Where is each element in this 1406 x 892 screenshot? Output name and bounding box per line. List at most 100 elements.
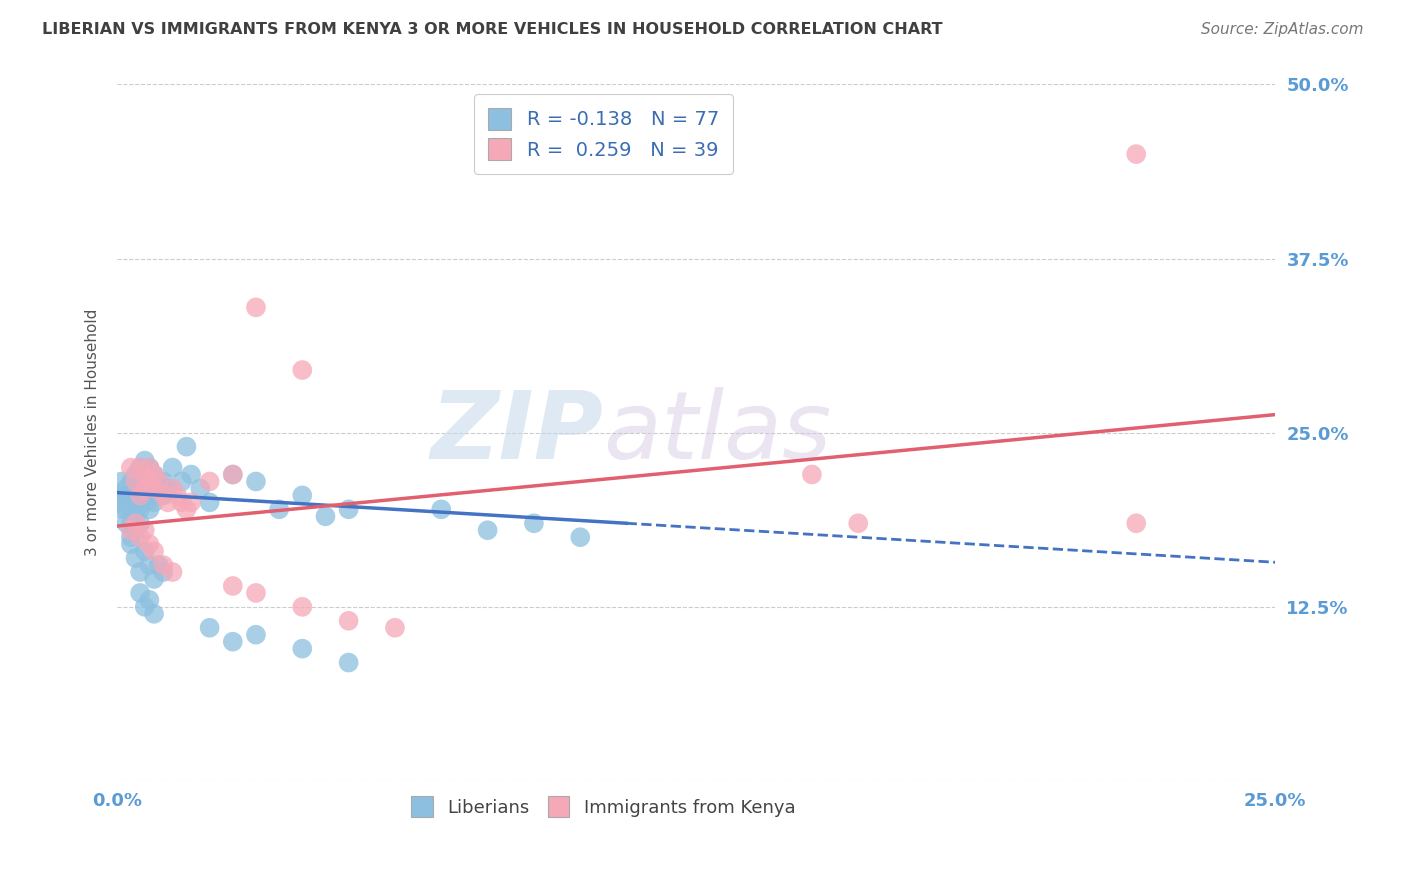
Point [134, 482, 156, 496]
Point [124, 495, 146, 509]
Point [222, 579, 245, 593]
Point [143, 607, 166, 621]
Point [138, 593, 160, 607]
Point [120, 523, 142, 537]
Text: ZIP: ZIP [430, 387, 603, 479]
Point [180, 467, 202, 482]
Point [156, 482, 179, 496]
Point [124, 475, 146, 489]
Point [170, 495, 193, 509]
Point [120, 488, 142, 502]
Point [152, 475, 174, 489]
Point [337, 614, 360, 628]
Point [129, 482, 152, 496]
Point [143, 495, 166, 509]
Point [115, 516, 138, 531]
Point [120, 475, 142, 489]
Point [291, 641, 314, 656]
Point [162, 565, 184, 579]
Point [124, 523, 146, 537]
Point [152, 482, 174, 496]
Point [269, 502, 291, 516]
Point [162, 460, 184, 475]
Point [198, 495, 221, 509]
Point [800, 467, 823, 482]
Point [124, 551, 146, 566]
Point [222, 467, 245, 482]
Point [138, 502, 160, 516]
Point [148, 475, 170, 489]
Point [129, 565, 152, 579]
Point [120, 502, 142, 516]
Point [138, 488, 160, 502]
Point [180, 495, 202, 509]
Point [138, 475, 160, 489]
Point [430, 502, 453, 516]
Point [143, 544, 166, 558]
Point [134, 482, 156, 496]
Point [120, 530, 142, 544]
Point [291, 363, 314, 377]
Point [138, 460, 160, 475]
Point [143, 467, 166, 482]
Point [152, 488, 174, 502]
Point [152, 565, 174, 579]
Point [134, 467, 156, 482]
Point [222, 634, 245, 648]
Text: LIBERIAN VS IMMIGRANTS FROM KENYA 3 OR MORE VEHICLES IN HOUSEHOLD CORRELATION CH: LIBERIAN VS IMMIGRANTS FROM KENYA 3 OR M… [42, 22, 943, 37]
Point [134, 544, 156, 558]
Point [110, 475, 132, 489]
Point [110, 495, 132, 509]
Point [143, 482, 166, 496]
Point [115, 502, 138, 516]
Point [152, 488, 174, 502]
Point [115, 482, 138, 496]
Point [124, 516, 146, 531]
Point [143, 467, 166, 482]
Text: atlas: atlas [603, 387, 832, 478]
Point [1125, 516, 1147, 531]
Point [162, 482, 184, 496]
Point [222, 467, 245, 482]
Point [245, 475, 267, 489]
Point [1125, 147, 1147, 161]
Point [337, 502, 360, 516]
Point [148, 475, 170, 489]
Point [129, 460, 152, 475]
Point [134, 453, 156, 467]
Point [120, 516, 142, 531]
Point [129, 488, 152, 502]
Point [245, 586, 267, 600]
Point [138, 537, 160, 551]
Point [124, 467, 146, 482]
Point [291, 488, 314, 502]
Point [846, 516, 869, 531]
Point [198, 621, 221, 635]
Point [120, 460, 142, 475]
Point [148, 558, 170, 572]
Point [124, 509, 146, 524]
Point [143, 572, 166, 586]
Legend: Liberians, Immigrants from Kenya: Liberians, Immigrants from Kenya [404, 789, 803, 824]
Point [120, 495, 142, 509]
Point [134, 467, 156, 482]
Point [129, 460, 152, 475]
Point [245, 628, 267, 642]
Point [156, 495, 179, 509]
Point [110, 488, 132, 502]
Point [124, 482, 146, 496]
Point [170, 475, 193, 489]
Point [176, 440, 198, 454]
Point [477, 523, 499, 537]
Point [143, 482, 166, 496]
Point [190, 482, 212, 496]
Point [124, 475, 146, 489]
Point [134, 523, 156, 537]
Point [129, 530, 152, 544]
Point [138, 558, 160, 572]
Point [129, 586, 152, 600]
Point [134, 599, 156, 614]
Point [176, 502, 198, 516]
Point [115, 488, 138, 502]
Text: Source: ZipAtlas.com: Source: ZipAtlas.com [1201, 22, 1364, 37]
